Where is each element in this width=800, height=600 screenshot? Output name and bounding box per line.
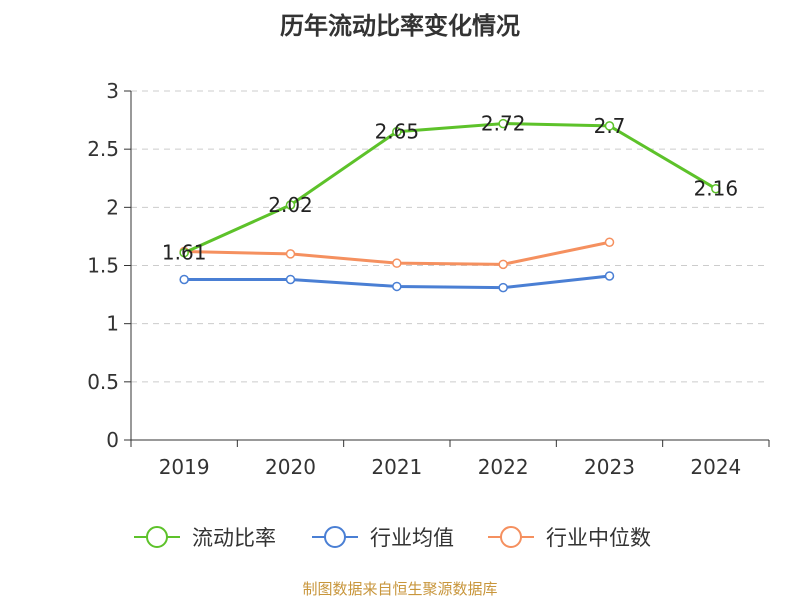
x-tick-label: 2019 bbox=[159, 455, 210, 479]
legend: 流动比率 行业均值 行业中位数 bbox=[134, 526, 651, 550]
legend-swatch-circle[interactable] bbox=[500, 526, 522, 548]
data-point[interactable] bbox=[604, 237, 615, 247]
data-label: 1.61 bbox=[162, 241, 207, 265]
x-tick-label: 2020 bbox=[265, 455, 316, 479]
data-label: 2.72 bbox=[481, 112, 526, 136]
y-tick-label: 1.5 bbox=[87, 254, 119, 278]
data-point[interactable] bbox=[179, 274, 189, 285]
grid-lines bbox=[131, 90, 769, 383]
x-tick-label: 2023 bbox=[584, 455, 635, 479]
x-tick-label: 2022 bbox=[478, 455, 529, 479]
data-point[interactable] bbox=[285, 249, 296, 259]
series-line-0 bbox=[183, 122, 717, 255]
data-point[interactable] bbox=[392, 126, 402, 137]
data-label: 2.7 bbox=[594, 114, 626, 138]
data-point[interactable] bbox=[392, 281, 402, 292]
y-tick-label: 0 bbox=[106, 428, 119, 452]
data-point[interactable] bbox=[179, 247, 189, 258]
data-point[interactable] bbox=[711, 183, 721, 194]
y-tick-label: 3 bbox=[106, 79, 119, 103]
legend-label[interactable]: 流动比率 bbox=[192, 526, 276, 550]
data-point[interactable] bbox=[498, 282, 508, 293]
data-point[interactable] bbox=[604, 121, 615, 131]
series bbox=[179, 118, 721, 293]
axes: 0 0.5 1 1.5 2 2.5 3 2019 2020 2021 2022 2023 2024 bbox=[87, 79, 770, 479]
y-tick-label: 0.5 bbox=[87, 370, 119, 394]
legend-label[interactable]: 行业中位数 bbox=[546, 526, 651, 550]
data-point[interactable] bbox=[498, 259, 508, 270]
y-tick-label: 1 bbox=[106, 312, 119, 336]
data-labels: 1.61 2.02 2.65 2.72 2.7 2.16 bbox=[162, 112, 738, 265]
source-note: 制图数据来自恒生聚源数据库 bbox=[302, 580, 497, 598]
x-tick-label: 2021 bbox=[371, 455, 422, 479]
legend-label[interactable]: 行业均值 bbox=[370, 526, 454, 550]
data-point[interactable] bbox=[604, 271, 615, 281]
chart-title: 历年流动比率变化情况 bbox=[280, 12, 520, 40]
data-label: 2.16 bbox=[694, 177, 739, 201]
data-label: 2.65 bbox=[375, 120, 420, 144]
y-tick-label: 2.5 bbox=[87, 137, 119, 161]
x-tick-label: 2024 bbox=[690, 455, 741, 479]
data-label: 2.02 bbox=[268, 193, 313, 217]
legend-swatch-circle[interactable] bbox=[324, 526, 346, 548]
data-point[interactable] bbox=[285, 274, 296, 285]
y-tick-label: 2 bbox=[106, 195, 119, 219]
legend-swatch-circle[interactable] bbox=[146, 526, 168, 548]
data-point[interactable] bbox=[285, 200, 296, 210]
data-point[interactable] bbox=[392, 258, 402, 268]
data-point[interactable] bbox=[498, 118, 508, 129]
